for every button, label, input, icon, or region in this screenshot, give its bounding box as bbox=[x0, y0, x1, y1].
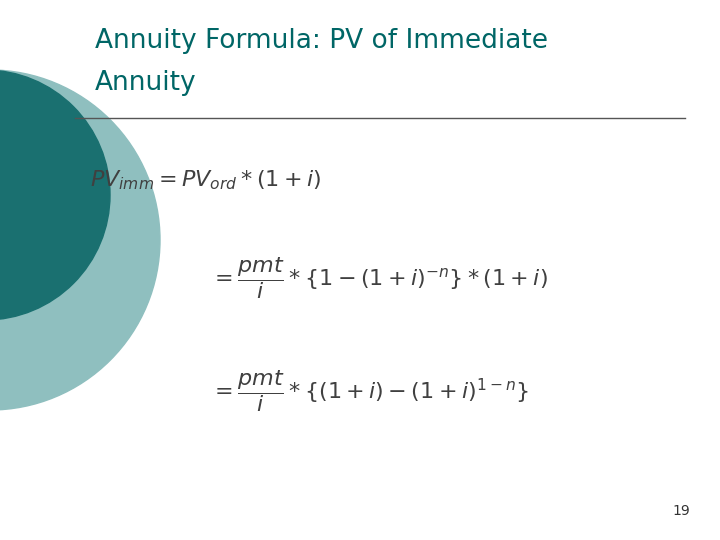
Text: Annuity: Annuity bbox=[95, 70, 197, 96]
Text: Annuity Formula: PV of Immediate: Annuity Formula: PV of Immediate bbox=[95, 28, 548, 54]
Text: $= \dfrac{pmt}{i} * \{1-(1+i)^{-n}\} * (1+i)$: $= \dfrac{pmt}{i} * \{1-(1+i)^{-n}\} * (… bbox=[210, 255, 548, 301]
Text: $PV_{imm} = PV_{ord} * (1+i)$: $PV_{imm} = PV_{ord} * (1+i)$ bbox=[90, 168, 321, 192]
Circle shape bbox=[0, 70, 110, 320]
Text: $= \dfrac{pmt}{i} * \{(1+i)-(1+i)^{1-n}\}$: $= \dfrac{pmt}{i} * \{(1+i)-(1+i)^{1-n}\… bbox=[210, 368, 529, 414]
Circle shape bbox=[0, 70, 160, 410]
Text: 19: 19 bbox=[672, 504, 690, 518]
